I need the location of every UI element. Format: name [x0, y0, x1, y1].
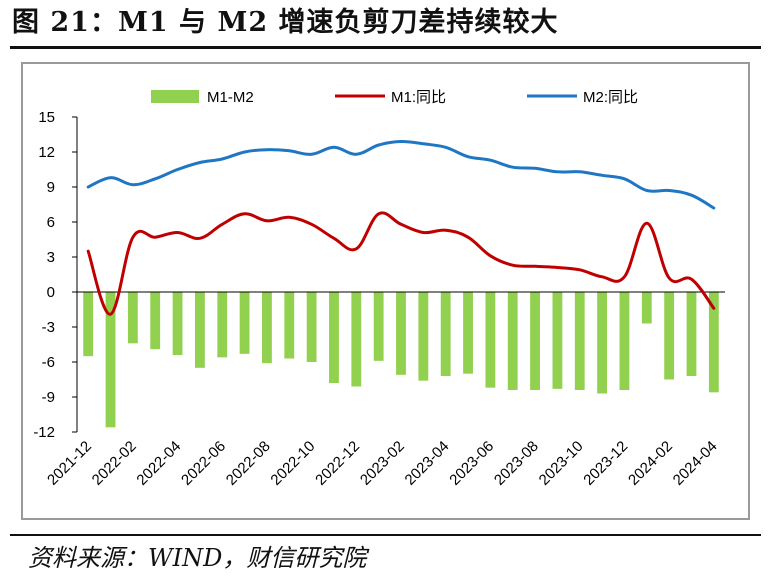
- bar-m1-m2-2022-01: [105, 292, 116, 428]
- bar-m1-m2-2022-11: [329, 292, 339, 383]
- bar-m1-m2-2023-08: [530, 292, 540, 390]
- bar-m1-m2-2024-03: [686, 292, 697, 376]
- x-tick-label: 2022-02: [89, 438, 140, 489]
- x-tick-label: 2023-10: [536, 438, 587, 489]
- title-rule: [10, 46, 761, 49]
- bar-m1-m2-2022-12: [351, 292, 362, 387]
- bar-m1-m2-2023-01: [373, 292, 384, 361]
- y-tick-label: 6: [47, 214, 55, 231]
- bar-series-m1-m2: [83, 292, 719, 428]
- figure-title: 图 21：M1 与 M2 增速负剪刀差持续较大: [12, 7, 559, 38]
- chart-frame: [21, 62, 750, 520]
- y-tick-label: -3: [42, 319, 55, 336]
- bar-m1-m2-2022-10: [306, 292, 317, 362]
- bar-m1-m2-2022-02: [127, 292, 138, 344]
- bar-m1-m2-2023-04: [440, 292, 451, 376]
- y-tick-label: 9: [47, 179, 55, 196]
- bar-m1-m2-2021-12: [83, 292, 94, 357]
- legend-label-m1: M1:同比: [391, 89, 446, 106]
- bar-m1-m2-2023-09: [552, 292, 563, 389]
- x-tick-label: 2022-06: [178, 438, 229, 489]
- bar-m1-m2-2022-09: [284, 292, 295, 359]
- legend-swatch-m1-m2: [151, 90, 199, 103]
- bar-m1-m2-2023-05: [463, 292, 473, 374]
- x-tick-label: 2024-02: [625, 438, 676, 489]
- x-tick-label: 2023-12: [580, 438, 631, 489]
- bar-m1-m2-2022-07: [239, 292, 250, 354]
- y-tick-label: -9: [42, 389, 55, 406]
- bar-m1-m2-2023-11: [597, 292, 608, 394]
- x-tick-label: 2021-12: [44, 438, 95, 489]
- bar-m1-m2-2024-01: [641, 292, 652, 324]
- legend: M1-M2 M1:同比 M2:同比: [151, 89, 638, 106]
- source-rule: [10, 534, 761, 536]
- x-tick-label: 2022-08: [223, 438, 274, 489]
- bar-m1-m2-2024-02: [664, 292, 675, 380]
- x-tick-label: 2023-06: [446, 438, 497, 489]
- y-tick-label: -12: [33, 424, 55, 441]
- y-tick-label: 0: [47, 284, 55, 301]
- x-tick-label: 2022-12: [312, 438, 363, 489]
- x-tick-label: 2023-08: [491, 438, 542, 489]
- line-series-m2: [86, 139, 716, 210]
- y-axis-ticks: 15 12 9 6 3 0 -3 -6 -9 -12: [33, 109, 77, 441]
- legend-label-m2: M2:同比: [583, 89, 638, 106]
- x-tick-label: 2022-04: [133, 438, 184, 489]
- bar-m1-m2-2023-06: [485, 292, 496, 388]
- x-tick-label: 2022-10: [267, 438, 318, 489]
- y-tick-label: 3: [47, 249, 55, 266]
- bar-m1-m2-2023-10: [574, 292, 585, 390]
- bar-m1-m2-2024-04: [708, 292, 719, 393]
- bar-m1-m2-2023-12: [619, 292, 630, 390]
- bar-m1-m2-2023-02: [396, 292, 406, 375]
- bar-m1-m2-2022-04: [172, 292, 183, 355]
- line-series-m1: [86, 211, 716, 316]
- bar-m1-m2-2022-08: [262, 292, 272, 364]
- legend-label-m1-m2: M1-M2: [207, 89, 254, 106]
- bar-m1-m2-2022-03: [150, 292, 161, 350]
- bar-m1-m2-2023-07: [507, 292, 518, 390]
- x-tick-label: 2024-04: [670, 438, 721, 489]
- y-tick-label: -6: [42, 354, 55, 371]
- y-tick-label: 15: [38, 109, 55, 126]
- x-tick-label: 2023-02: [357, 438, 408, 489]
- bar-m1-m2-2023-03: [418, 292, 429, 381]
- bar-m1-m2-2022-06: [217, 292, 228, 358]
- bar-m1-m2-2022-05: [194, 292, 205, 368]
- source-note: 资料来源：WIND，财信研究院: [28, 544, 367, 572]
- x-tick-label: 2023-04: [402, 438, 453, 489]
- x-axis-ticks: 2021-122022-022022-042022-062022-082022-…: [44, 438, 721, 489]
- y-tick-label: 12: [38, 144, 55, 161]
